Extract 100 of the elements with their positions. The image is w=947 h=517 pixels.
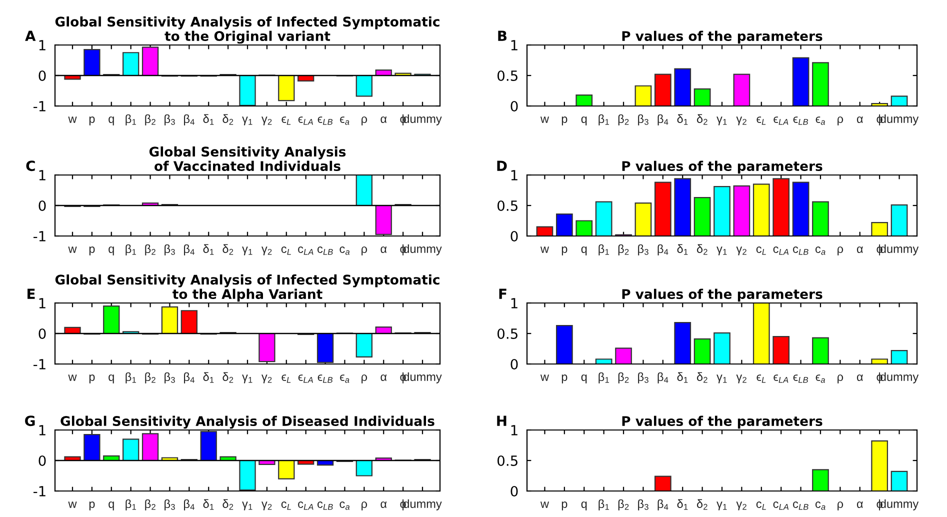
x-tick-label: p [562, 374, 568, 384]
x-tick-label: q [581, 502, 587, 510]
y-tick-label: -1 [34, 101, 46, 112]
x-tick-label: β$_{1}$ [126, 244, 136, 256]
text: C [26, 160, 35, 172]
x-tick-label: β$_{1}$ [598, 499, 609, 510]
x-tick-label: α [380, 246, 387, 254]
x-tick-label: δ$_{2}$ [696, 499, 708, 510]
x-tick-label: ρ [362, 116, 368, 126]
x-tick-label: α [380, 502, 387, 508]
x-tick-label: ρ [362, 374, 368, 384]
x-tick-label: ρ [362, 502, 368, 510]
x-tick-label: ϵ$_{LA}$ [774, 374, 788, 383]
x-tick-label: α [856, 502, 863, 508]
x-tick-label: δ$_{2}$ [222, 244, 234, 255]
x-tick-label: q [108, 116, 114, 126]
y-tick-label: 1 [511, 298, 518, 308]
y-tick-label: 1 [511, 425, 518, 436]
x-tick-label: ϵ$_{LB}$ [318, 374, 333, 383]
y-tick-label: 1 [39, 425, 46, 436]
text: F [499, 288, 506, 299]
x-tick-label: ϵ$_{LA}$ [298, 374, 313, 383]
x-tick-label: c$_{LA}$ [773, 246, 789, 255]
y-tick-label: 0.5 [497, 70, 518, 81]
x-tick-label: ϵ$_{L}$ [282, 116, 291, 125]
x-tick-label: ϵ$_{LB}$ [793, 374, 808, 383]
y-tick-label: 0 [510, 100, 518, 112]
y-tick-label: 1 [39, 170, 46, 180]
y-tick-label: 0 [38, 70, 46, 81]
x-tick-label: γ$_{1}$ [242, 116, 252, 126]
x-tick-label: β$_{2}$ [145, 499, 156, 510]
x-tick-label: q [581, 374, 587, 384]
text: E [28, 288, 35, 299]
x-tick-label: ϵ$_{LA}$ [298, 116, 313, 125]
x-tick-label: q [581, 116, 587, 126]
x-tick-label: ϵ$_{LA}$ [774, 116, 788, 125]
x-tick-label: α [380, 116, 387, 124]
x-tick-label: c$_{LB}$ [793, 502, 808, 510]
x-tick-label: β$_{4}$ [184, 372, 194, 384]
y-tick-label: 0.5 [497, 455, 518, 466]
x-tick-label: β$_{1}$ [598, 114, 609, 126]
text: B [498, 30, 507, 41]
x-tick-label: γ$_{1}$ [242, 374, 252, 384]
chart-title: Global Sensitivity Analysis of Vaccinated Individuals [149, 146, 346, 172]
x-tick-label: δ$_{2}$ [696, 114, 708, 125]
x-tick-label: δ$_{1}$ [677, 499, 688, 510]
x-tick-label: c$_{a}$ [340, 502, 350, 510]
x-tick-label: β$_{3}$ [638, 244, 648, 256]
chart-title: Global Sensitivity Analysis of Diseased Individuals [60, 416, 434, 429]
x-tick-label: ϵ$_{a}$ [340, 116, 350, 125]
x-tick-label: c$_{LB}$ [793, 246, 808, 255]
x-tick-label: δ$_{2}$ [696, 372, 708, 383]
x-tick-label: γ$_{2}$ [261, 246, 272, 256]
text: G [25, 416, 35, 426]
x-tick-label: γ$_{1}$ [242, 502, 252, 510]
chart-title: Global Sensitivity Analysis of Infected Symptomatic to the Original variant [55, 16, 440, 44]
x-tick-label: c$_{LA}$ [773, 502, 789, 510]
y-tick-label: 1 [39, 40, 46, 50]
x-tick-label: β$_{2}$ [145, 114, 156, 126]
x-tick-label: ϵ$_{L}$ [756, 374, 766, 383]
x-tick-label: β$_{2}$ [618, 114, 629, 126]
x-tick-label: q [108, 246, 114, 256]
x-tick-label: δ$_{2}$ [696, 244, 708, 255]
x-tick-label: δ$_{2}$ [222, 114, 234, 125]
x-tick-label: β$_{3}$ [164, 499, 175, 510]
chart-title: P values of the parameters [622, 288, 822, 302]
x-tick-label: w [68, 502, 77, 508]
y-tick-label: 0 [510, 486, 518, 496]
x-tick-label: q [108, 374, 114, 384]
x-tick-label: β$_{3}$ [164, 244, 175, 256]
text: H [497, 416, 506, 426]
x-tick-label: δ$_{1}$ [203, 372, 214, 383]
x-tick-label: α [856, 374, 863, 382]
x-tick-label: β$_{4}$ [658, 372, 668, 384]
x-tick-label: ρ [838, 246, 844, 256]
x-tick-label: α [380, 374, 387, 382]
x-tick-label: q [108, 502, 114, 510]
x-tick-label: c$_{LA}$ [298, 502, 314, 510]
y-tick-label: 0 [510, 358, 518, 370]
x-tick-label: ϵ$_{a}$ [340, 374, 350, 383]
x-tick-label: w [68, 116, 77, 123]
chart-title: Global Sensitivity Analysis of Infected Symptomatic to the Alpha Variant [55, 274, 440, 302]
x-tick-label: γ$_{2}$ [736, 502, 746, 510]
x-tick-label: ρ [838, 116, 844, 126]
x-tick-label: β$_{3}$ [164, 372, 175, 384]
x-tick-label: β$_{4}$ [658, 499, 668, 510]
x-tick-label: α [856, 116, 863, 124]
x-tick-label: w [68, 374, 77, 381]
x-tick-label: c$_{L}$ [756, 502, 766, 510]
x-tick-label: δ$_{1}$ [677, 372, 688, 383]
x-tick-label: γ$_{2}$ [261, 502, 272, 510]
x-tick-label: ϵ$_{L}$ [282, 374, 291, 383]
x-tick-label: δ$_{2}$ [222, 372, 234, 383]
x-tick-label: w [540, 246, 550, 253]
y-tick-label: 1 [511, 170, 518, 180]
x-tick-label: p [562, 116, 568, 126]
x-tick-label: γ$_{2}$ [261, 374, 272, 384]
y-tick-label: 0.5 [497, 200, 518, 211]
x-tick-label: γ$_{1}$ [716, 246, 727, 256]
x-tick-label: β$_{3}$ [638, 499, 648, 510]
